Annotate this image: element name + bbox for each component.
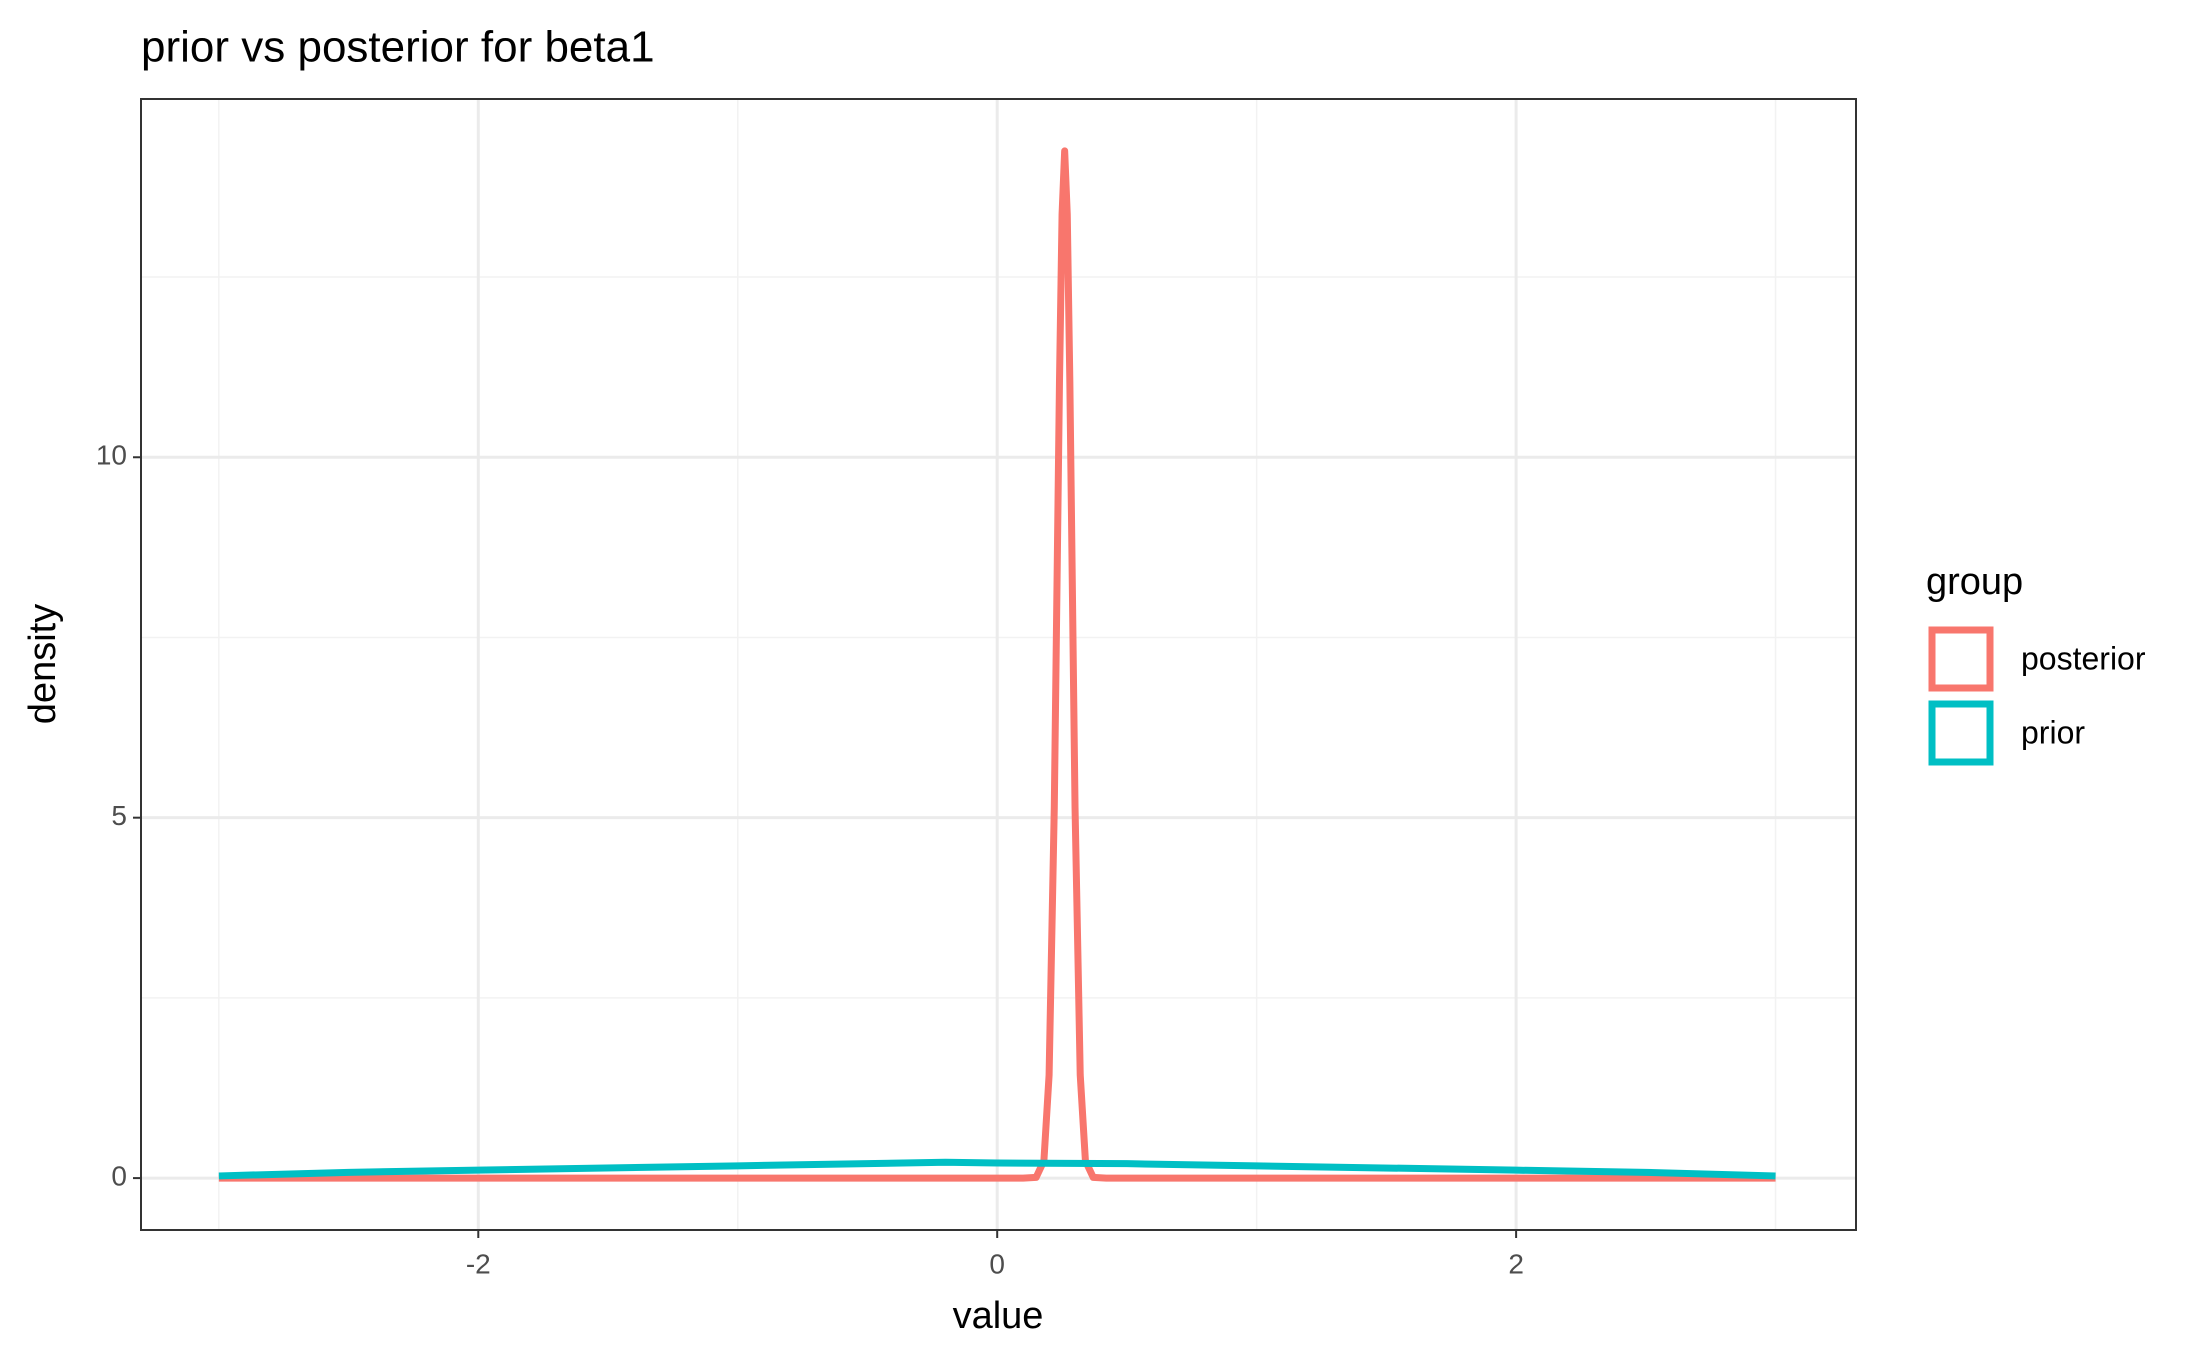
y-tick-label: 5 [111, 800, 127, 831]
line [218, 1158, 1776, 1180]
plot-border [140, 98, 1857, 1231]
x-tick-label: 0 [989, 1248, 1005, 1279]
chart-title: prior vs posterior for beta1 [141, 23, 655, 72]
y-axis-label: density [22, 604, 64, 724]
y-tick-label: 10 [96, 440, 127, 471]
x-tick-label: 2 [1508, 1248, 1524, 1279]
legend-title: group [1926, 561, 2023, 603]
legend-label: posterior [2021, 640, 2146, 676]
x-tick-label: -2 [466, 1248, 491, 1279]
legend-label: prior [2021, 714, 2085, 750]
y-tick-label: 0 [111, 1160, 127, 1191]
legend-key [1928, 700, 1994, 766]
legend-key [1928, 626, 1994, 692]
x-axis-label: value [953, 1295, 1044, 1337]
